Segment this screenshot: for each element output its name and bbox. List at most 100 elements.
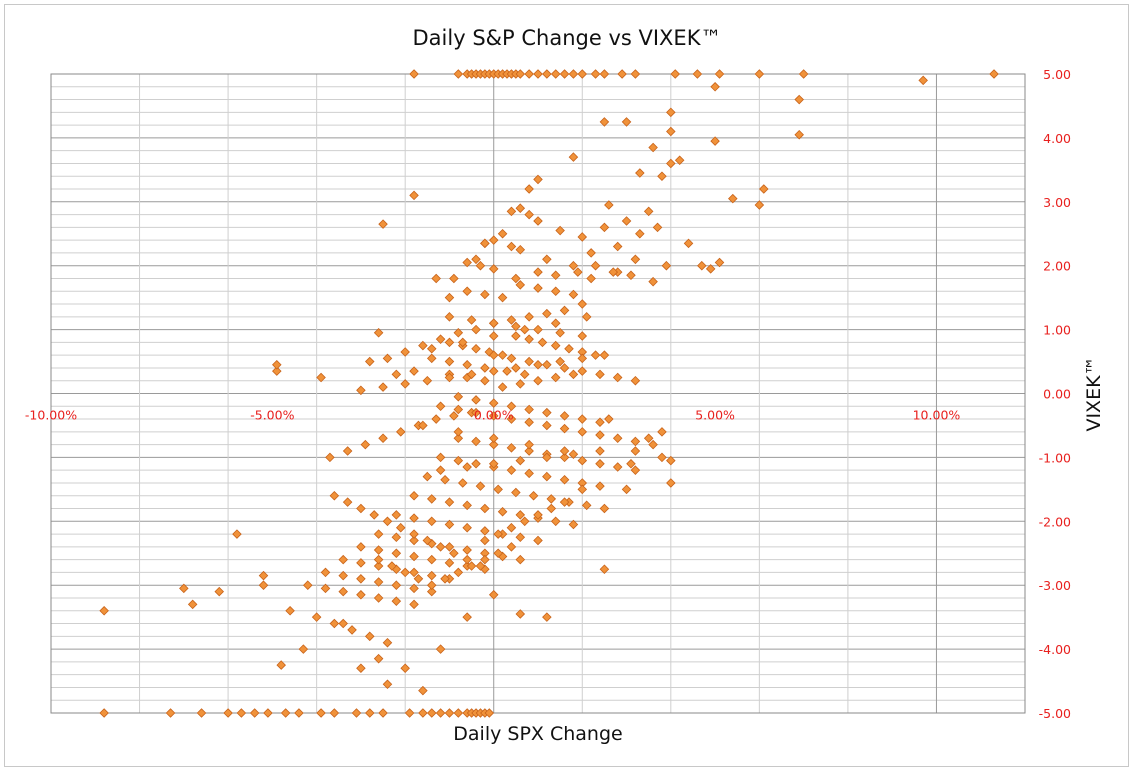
data-point — [364, 356, 375, 367]
data-point — [325, 452, 335, 463]
data-point — [378, 219, 388, 229]
data-point — [413, 574, 424, 584]
y-tick-label: 3.00 — [1043, 195, 1071, 210]
data-point — [409, 567, 419, 578]
data-point — [475, 260, 486, 271]
data-point — [595, 417, 605, 428]
y-tick-label: -3.00 — [1039, 578, 1071, 593]
data-point — [400, 663, 410, 674]
data-point — [449, 273, 459, 284]
data-point — [409, 190, 419, 201]
data-point — [519, 369, 530, 380]
data-point — [595, 481, 605, 491]
data-point — [506, 315, 517, 325]
data-point — [440, 474, 450, 485]
data-point — [488, 433, 499, 443]
data-point — [449, 548, 459, 559]
data-point — [515, 532, 526, 543]
data-point — [550, 372, 561, 383]
data-point — [382, 679, 393, 690]
data-point — [471, 254, 481, 265]
data-point — [621, 216, 632, 226]
data-point — [471, 324, 481, 335]
data-point — [559, 69, 570, 79]
data-point — [515, 69, 526, 79]
y-axis-title: VIXEK™ — [1083, 356, 1105, 431]
data-point — [604, 200, 614, 210]
data-point — [435, 542, 446, 552]
data-point — [426, 580, 437, 590]
x-tick-label: -10.00% — [25, 408, 77, 423]
data-point — [692, 69, 703, 79]
data-point — [453, 455, 464, 466]
data-point — [449, 411, 459, 421]
data-point — [165, 708, 176, 718]
data-point — [586, 273, 596, 284]
data-point — [497, 292, 508, 303]
data-point — [382, 353, 393, 364]
data-point — [577, 414, 588, 424]
data-point — [462, 612, 472, 622]
x-tick-label: 0.00% — [474, 408, 514, 423]
y-tick-label: 1.00 — [1043, 323, 1071, 338]
data-point — [400, 347, 410, 357]
data-point — [373, 593, 384, 603]
data-point — [577, 331, 588, 341]
data-point — [338, 586, 348, 597]
data-point — [577, 232, 588, 242]
data-point — [612, 241, 623, 252]
data-point — [338, 554, 348, 565]
data-point — [515, 510, 526, 520]
data-point — [568, 152, 579, 162]
data-point — [338, 570, 348, 581]
data-point — [599, 69, 610, 79]
data-point — [754, 69, 765, 79]
data-point — [373, 653, 384, 664]
data-point — [338, 618, 348, 629]
data-point — [493, 548, 503, 559]
data-point — [533, 359, 543, 370]
y-tick-labels: 5.00 4.00 3.00 2.00 1.00 0.00 -1.00 -2.00 -3.00 -… — [1039, 67, 1071, 721]
data-point — [462, 462, 472, 472]
data-point — [524, 69, 534, 79]
x-tick-label: 10.00% — [913, 408, 961, 423]
data-point — [488, 235, 499, 245]
data-point — [542, 254, 552, 265]
data-point — [444, 292, 455, 303]
data-point — [533, 174, 543, 185]
data-point — [635, 228, 645, 239]
data-point — [391, 580, 402, 590]
data-point — [99, 605, 109, 616]
data-point — [426, 353, 437, 364]
data-point — [595, 459, 605, 469]
data-point — [382, 516, 393, 527]
data-point — [462, 522, 472, 533]
data-point — [453, 427, 464, 437]
data-point — [918, 75, 928, 86]
data-point — [422, 375, 433, 386]
data-point — [214, 586, 225, 597]
data-point — [648, 276, 658, 287]
data-point — [511, 273, 521, 284]
data-point — [524, 446, 534, 456]
data-point — [559, 411, 570, 421]
data-point — [759, 184, 769, 194]
data-point — [285, 605, 295, 616]
data-point — [577, 455, 588, 466]
data-point — [533, 535, 543, 546]
data-point — [187, 599, 198, 610]
data-point — [426, 516, 437, 527]
data-point — [409, 583, 419, 594]
data-point — [426, 586, 437, 597]
data-point — [488, 459, 499, 469]
data-point — [316, 372, 326, 383]
data-point — [462, 554, 472, 565]
data-point — [457, 478, 468, 488]
y-tick-label: -2.00 — [1039, 514, 1071, 529]
data-point — [342, 497, 353, 507]
data-point — [683, 238, 694, 249]
data-point — [457, 337, 468, 348]
data-point — [577, 484, 588, 495]
data-point — [320, 583, 331, 594]
data-point — [533, 283, 543, 293]
